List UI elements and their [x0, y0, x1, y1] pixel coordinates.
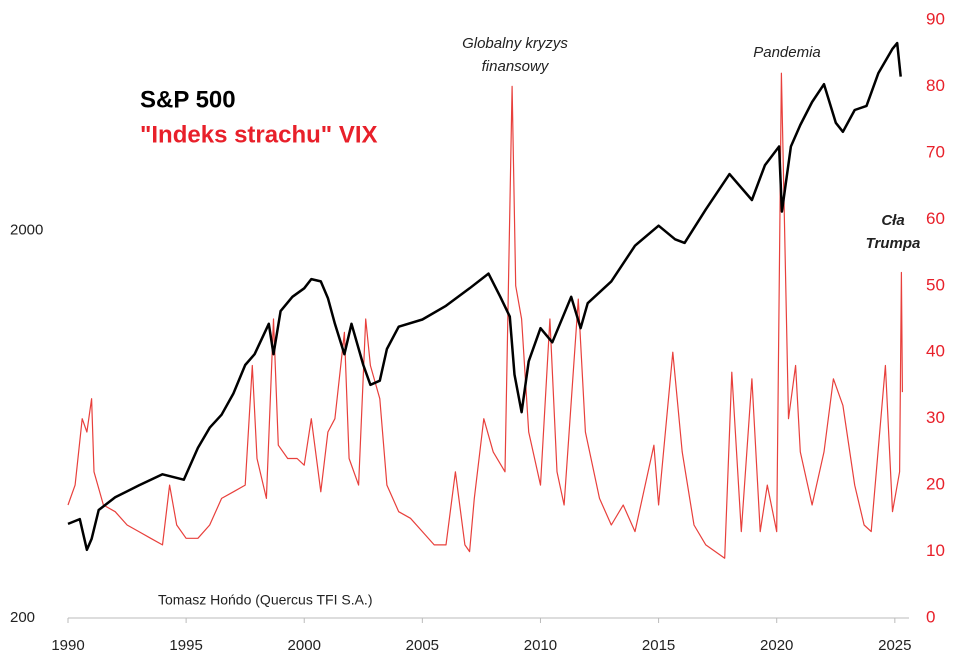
y2-tick-label: 10 [926, 541, 945, 560]
y-tick-label: 200 [10, 609, 35, 626]
y2-tick-label: 20 [926, 475, 945, 494]
y2-tick-label: 80 [926, 76, 945, 95]
y-tick-label: 2000 [10, 222, 43, 239]
x-tick-label: 2025 [878, 637, 911, 654]
series-line [67, 72, 903, 559]
legend-entry: "Indeks strachu" VIX [140, 121, 378, 148]
y2-tick-label: 50 [926, 275, 945, 294]
credit: Tomasz Hońdo (Quercus TFI S.A.) [158, 592, 372, 608]
annotation: Pandemia [753, 44, 821, 61]
y2-tick-label: 30 [926, 408, 945, 427]
x-tick-label: 1990 [51, 637, 84, 654]
x-tick-label: 2005 [406, 637, 439, 654]
x-tick-label: 1995 [169, 637, 202, 654]
annotation: Cła [881, 212, 904, 229]
legend-entry: S&P 500 [140, 86, 236, 113]
x-tick-label: 2010 [524, 637, 557, 654]
x-tick-label: 2015 [642, 637, 675, 654]
annotation: Trumpa [866, 235, 921, 252]
y2-tick-label: 90 [926, 9, 945, 28]
x-tick-label: 2020 [760, 637, 793, 654]
annotation: finansowy [482, 58, 550, 75]
x-tick-label: 2000 [288, 637, 321, 654]
series-line [67, 41, 902, 552]
y2-tick-label: 40 [926, 342, 945, 361]
y2-tick-label: 0 [926, 607, 935, 626]
annotation: Globalny kryzys [462, 35, 568, 52]
y2-tick-label: 60 [926, 209, 945, 228]
y2-tick-label: 70 [926, 142, 945, 161]
